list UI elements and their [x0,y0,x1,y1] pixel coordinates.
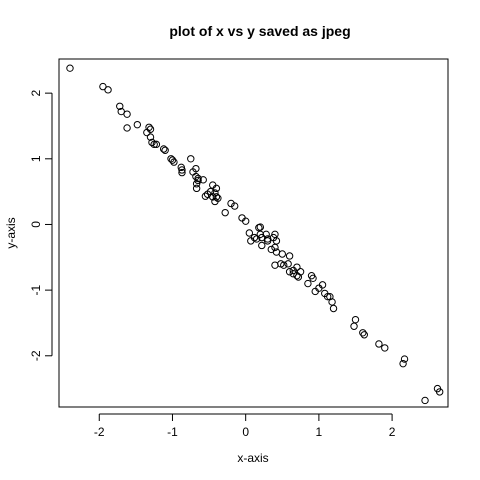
x-tick-label: -1 [167,425,178,439]
chart-title: plot of x vs y saved as jpeg [169,23,350,39]
y-tick-label: 1 [29,155,43,162]
x-tick-label: 0 [242,425,249,439]
x-tick-label: 1 [316,425,323,439]
x-axis-label: x-axis [237,451,268,465]
x-tick-label: -2 [94,425,105,439]
y-tick-label: 2 [29,89,43,96]
y-axis-label: y-axis [4,217,18,248]
y-tick-label: -2 [29,350,43,361]
y-tick-label: -1 [29,284,43,295]
y-tick-label: 0 [29,221,43,228]
x-tick-label: 2 [389,425,396,439]
